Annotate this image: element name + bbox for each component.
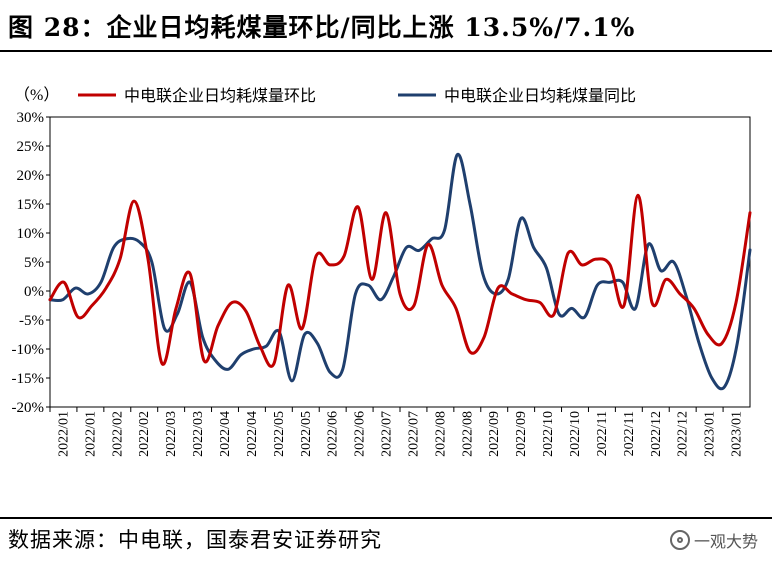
x-tick-label: 2022/02 (110, 411, 125, 457)
y-axis-label: （%） (14, 86, 59, 104)
x-tick-label: 2022/06 (353, 411, 368, 457)
x-axis-ticks: 2022/01 2022/01 2022/02 2022/02 2022/03 2022/… (49, 407, 745, 457)
x-tick-label: 2022/03 (191, 411, 206, 457)
y-tick-label: 20% (17, 168, 45, 184)
x-tick-label: 2022/05 (299, 411, 314, 457)
x-tick-label: 2022/02 (137, 411, 152, 457)
x-tick-label: 2022/08 (460, 411, 475, 457)
x-tick-label: 2023/01 (703, 411, 718, 457)
x-tick-label: 2022/03 (164, 411, 179, 457)
x-tick-label: 2022/10 (568, 411, 583, 457)
line-chart: 30% 25% 20% 15% 10% 5% 0% -5% -10% -15% -20% 2022/… (12, 86, 752, 457)
y-tick-label: 25% (17, 139, 45, 155)
footer-divider (0, 517, 772, 519)
x-tick-label: 2022/12 (676, 411, 691, 457)
y-tick-label: -5% (19, 313, 44, 329)
x-tick-label: 2022/12 (649, 411, 664, 457)
series-line-yoy (48, 153, 752, 391)
x-tick-label: 2022/07 (380, 411, 395, 457)
series-lines (48, 153, 752, 391)
y-tick-label: -10% (12, 342, 45, 358)
series-line-mom (48, 193, 752, 368)
y-tick-label: 0% (24, 284, 44, 300)
watermark-text: 一观大势 (693, 532, 758, 551)
y-tick-label: 5% (24, 255, 44, 271)
source-note: 数据来源：中电联，国泰君安证券研究 (8, 528, 382, 552)
x-tick-label: 2022/06 (326, 411, 341, 457)
x-tick-label: 2022/11 (595, 411, 610, 456)
wechat-icon (669, 530, 690, 550)
legend: 中电联企业日均耗煤量环比 中电联企业日均耗煤量同比 (78, 87, 636, 105)
legend-label: 中电联企业日均耗煤量同比 (444, 87, 636, 105)
x-tick-label: 2022/04 (245, 411, 260, 457)
y-tick-label: 30% (17, 110, 45, 126)
x-tick-label: 2022/08 (433, 411, 448, 457)
x-tick-label: 2022/01 (83, 411, 98, 457)
x-tick-label: 2022/09 (514, 411, 529, 457)
x-tick-label: 2022/01 (56, 411, 71, 457)
page-title: 图 28：企业日均耗煤量环比/同比上涨 13.5%/7.1% (8, 13, 636, 42)
y-axis-ticks: 30% 25% 20% 15% 10% 5% 0% -5% -10% -15% -20% (12, 110, 50, 416)
y-tick-label: 10% (17, 226, 45, 242)
y-tick-label: -20% (12, 400, 45, 416)
title-divider (0, 50, 772, 52)
x-tick-label: 2022/11 (622, 411, 637, 456)
x-tick-label: 2022/09 (487, 411, 502, 457)
x-tick-label: 2022/10 (541, 411, 556, 457)
x-tick-label: 2022/04 (218, 411, 233, 457)
x-tick-label: 2023/01 (730, 411, 745, 457)
x-tick-label: 2022/07 (406, 411, 421, 457)
legend-label: 中电联企业日均耗煤量环比 (124, 87, 316, 105)
x-tick-label: 2022/05 (272, 411, 287, 457)
y-tick-label: -15% (12, 371, 45, 387)
y-tick-label: 15% (17, 197, 45, 213)
watermark: 一观大势 (669, 528, 758, 552)
